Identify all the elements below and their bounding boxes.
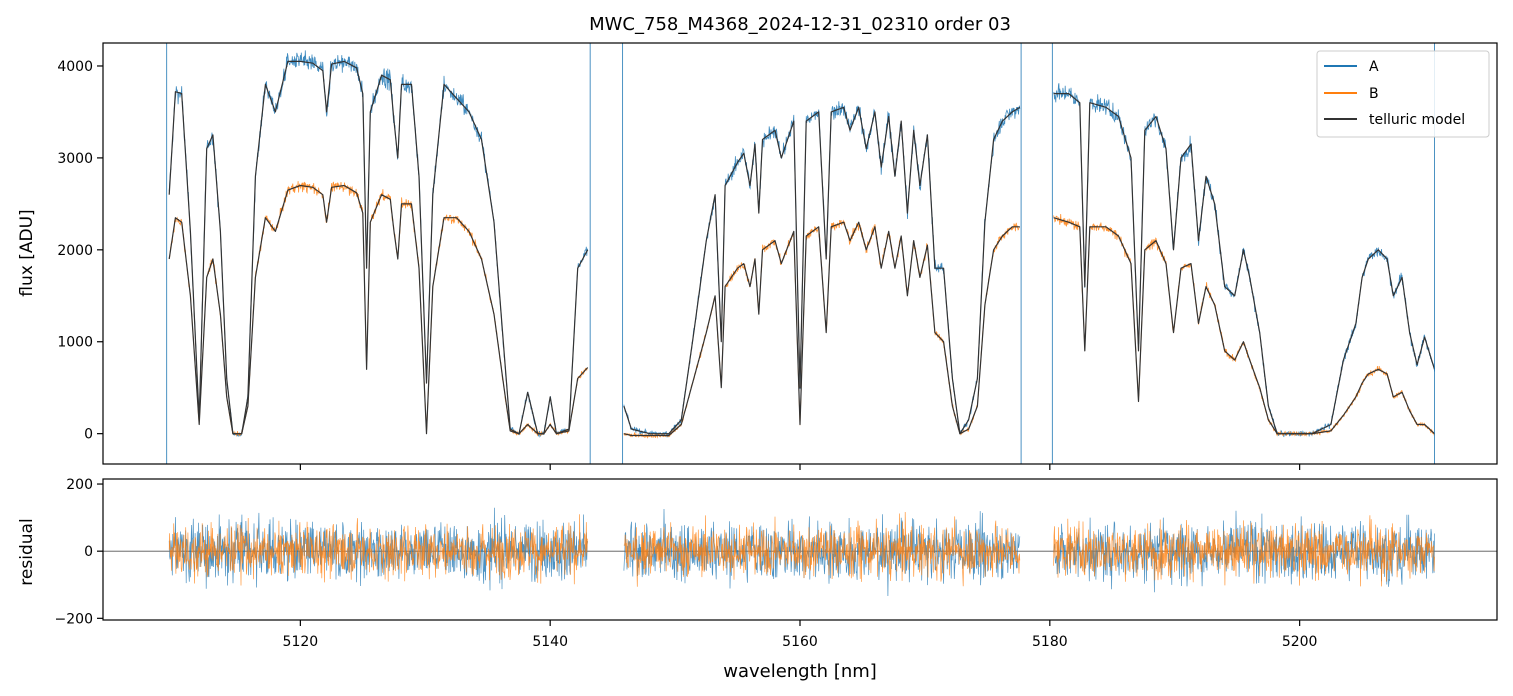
residual-plot-area (103, 507, 1497, 597)
legend-label-telluric-model: telluric model (1369, 112, 1465, 128)
chart-title: MWC_758_M4368_2024-12-31_02310 order 03 (589, 14, 1011, 35)
x-tick-label: 5120 (283, 634, 319, 650)
flux-y-tick-label: 2000 (57, 243, 93, 259)
residual-y-ticks: −200 0 200 (55, 477, 103, 627)
legend-box (1316, 50, 1490, 138)
residual-panel: −200 0 200 residual 5120 5140 5160 5180 5200 w… (17, 464, 1498, 682)
x-tick-label: 5200 (1282, 634, 1318, 650)
x-tick-label: 5180 (1032, 634, 1068, 650)
flux-panel: 0 1000 2000 3000 4000 flux [ADU] A B telluri… (17, 42, 1498, 465)
residual-y-tick-label: 200 (66, 477, 93, 493)
telluric-model-line-b (168, 184, 1435, 437)
flux-y-tick-label: 0 (84, 427, 93, 443)
flux-y-tick-label: 3000 (57, 151, 93, 167)
flux-y-axis-label: flux [ADU] (17, 209, 37, 296)
flux-plot-area (166, 43, 1436, 464)
flux-axes-frame (102, 42, 1498, 465)
x-tick-label: 5160 (782, 634, 818, 650)
legend-label-b: B (1369, 86, 1379, 102)
flux-y-tick-label: 1000 (57, 335, 93, 351)
x-axis-ticks: 5120 5140 5160 5180 5200 (283, 464, 1318, 650)
x-tick-label: 5140 (532, 634, 568, 650)
x-axis-label: wavelength [nm] (723, 661, 877, 682)
flux-y-tick-label: 4000 (57, 59, 93, 75)
residual-y-axis-label: residual (17, 518, 37, 585)
residual-y-tick-label: −200 (55, 611, 93, 627)
flux-y-ticks: 0 1000 2000 3000 4000 (57, 59, 103, 443)
legend: A B telluric model (1316, 50, 1490, 138)
legend-label-a: A (1369, 59, 1379, 75)
series-b-residual-line (168, 511, 1435, 587)
residual-y-tick-label: 0 (84, 544, 93, 560)
